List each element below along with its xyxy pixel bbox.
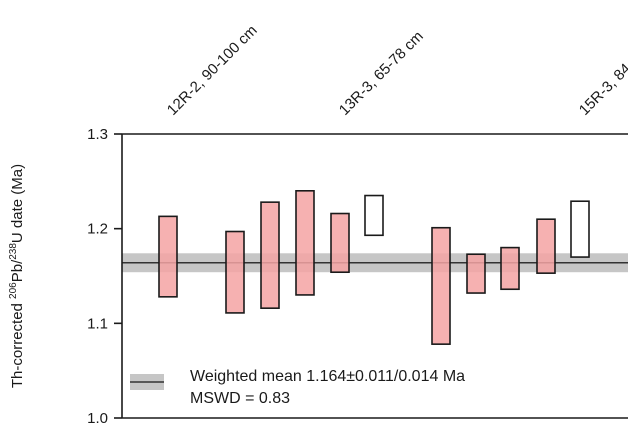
y-tick-label: 1.2 [87, 221, 108, 238]
y-axis-label-sup2: 238 [8, 243, 19, 260]
y-axis-label: Th-corrected 206Pb/238U date (Ma) [8, 164, 26, 388]
date-box-3 [260, 201, 280, 309]
date-box-6 [364, 194, 384, 237]
sample-labels-layer: 12R-2, 90-100 cm 13R-3, 65-78 cm 15R-3, 84… [164, 22, 628, 119]
boxes-layer [158, 190, 590, 345]
date-box-7 [431, 226, 451, 345]
ticks-layer: 1.0 1.1 1.2 1.3 [87, 126, 122, 427]
y-tick-label: 1.3 [87, 126, 108, 143]
date-box-5 [330, 212, 350, 274]
axes-layer [121, 133, 628, 419]
y-axis-label-mid: Pb/ [9, 259, 26, 282]
legend: Weighted mean 1.164±0.011/0.014 Ma MSWD … [130, 368, 465, 407]
y-axis-label-sup1: 206 [8, 282, 19, 299]
y-tick-label: 1.1 [87, 315, 108, 332]
sample-label-1: 12R-2, 90-100 cm [164, 22, 261, 119]
sample-label-2: 13R-3, 65-78 cm [336, 28, 427, 119]
date-box-4 [295, 190, 315, 296]
legend-line2: MSWD = 0.83 [190, 390, 290, 407]
date-box-11 [570, 200, 590, 258]
y-tick-label: 1.0 [87, 410, 108, 427]
date-box-10 [536, 218, 556, 274]
y-axis-label-suffix: U date (Ma) [9, 164, 26, 243]
date-box-2 [225, 230, 245, 314]
date-box-1 [158, 215, 178, 298]
date-box-9 [500, 246, 520, 291]
y-axis-label-prefix: Th-corrected [9, 299, 26, 388]
legend-line1: Weighted mean 1.164±0.011/0.014 Ma [190, 368, 465, 385]
sample-label-3: 15R-3, 84-90 cm [576, 28, 628, 119]
date-box-8 [466, 253, 486, 294]
